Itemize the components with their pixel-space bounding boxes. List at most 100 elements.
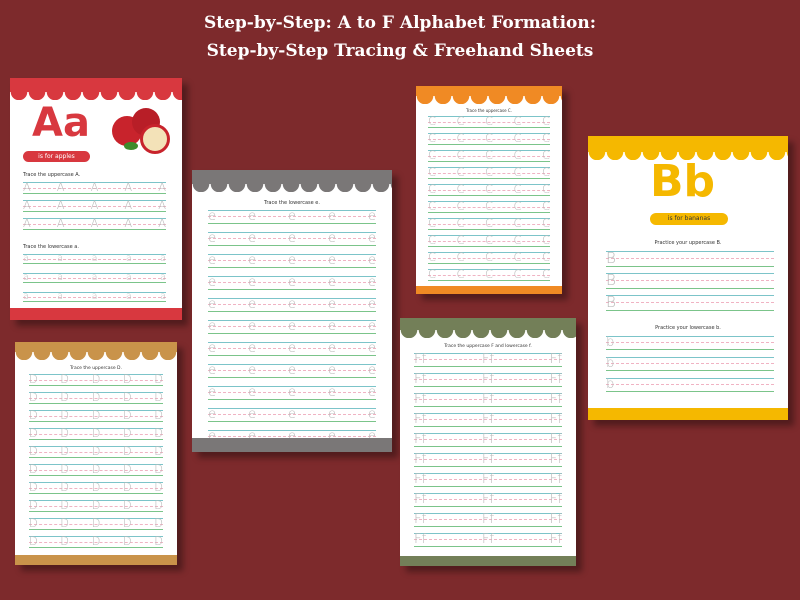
- trace-letter: D: [122, 425, 132, 440]
- trace-letter: C: [456, 164, 465, 179]
- trace-letter: C: [542, 266, 550, 281]
- trace-letter: C: [428, 164, 436, 179]
- trace-letter: C: [428, 147, 436, 162]
- trace-letter: a: [91, 252, 98, 264]
- trace-letter: C: [513, 232, 522, 247]
- trace-letter: D: [29, 425, 38, 440]
- sheet-footer: [15, 555, 177, 565]
- trace-letter: a: [125, 271, 132, 283]
- trace-letter: Ff: [481, 451, 495, 467]
- trace-letter: D: [91, 425, 101, 440]
- sheet-footer: [588, 408, 788, 420]
- trace-letter: C: [428, 266, 436, 281]
- tracing-row: Ff Ff Ff: [414, 491, 562, 507]
- trace-letter: D: [29, 515, 38, 530]
- trace-letter: e: [208, 362, 217, 378]
- trace-letter: e: [327, 428, 337, 444]
- title-line-1: Step-by-Step: A to F Alphabet Formation:: [203, 13, 597, 33]
- trace-letter: C: [456, 215, 465, 230]
- trace-letter: D: [154, 497, 163, 512]
- tracing-rows: Ff Ff Ff Ff Ff Ff Ff Ff Ff Ff Ff Ff Ff Ff Ff Ff Ff Ff Ff Ff…: [414, 351, 562, 553]
- trace-letter: e: [367, 318, 376, 334]
- trace-letter: e: [247, 208, 257, 224]
- trace-letter: C: [456, 147, 465, 162]
- trace-letter: Ff: [481, 491, 495, 507]
- sheet-header: [588, 136, 788, 160]
- trace-letter: C: [428, 181, 436, 196]
- tracing-row: B: [606, 294, 774, 311]
- trace-letter: Ff: [481, 391, 495, 407]
- tracing-row: b: [606, 335, 774, 350]
- trace-letter: D: [29, 479, 38, 494]
- trace-letter: D: [154, 533, 163, 548]
- trace-letter: D: [91, 515, 101, 530]
- trace-letter: Ff: [481, 511, 495, 527]
- trace-letter: C: [542, 113, 550, 128]
- trace-letter: D: [122, 389, 132, 404]
- trace-letter: e: [327, 318, 337, 334]
- trace-letter: A: [124, 215, 133, 230]
- trace-letter: D: [60, 443, 70, 458]
- trace-letter: e: [208, 296, 217, 312]
- trace-letter: e: [247, 340, 257, 356]
- trace-letter: D: [29, 389, 38, 404]
- trace-letter: C: [513, 249, 522, 264]
- trace-letter: e: [247, 384, 257, 400]
- label-lower: Practice your lowercase b.: [655, 325, 721, 331]
- trace-letter: C: [485, 130, 493, 145]
- trace-letter: D: [60, 461, 70, 476]
- trace-letter: D: [154, 479, 163, 494]
- trace-letter: D: [29, 407, 38, 422]
- trace-letter: C: [456, 130, 465, 145]
- pill-label: is for apples: [23, 151, 90, 162]
- tracing-row: b: [606, 377, 774, 392]
- trace-letter: C: [485, 215, 493, 230]
- trace-letter: e: [327, 384, 337, 400]
- trace-letter: a: [125, 290, 132, 302]
- trace-letter: D: [29, 443, 38, 458]
- tracing-row: Ff Ff Ff: [414, 472, 562, 487]
- trace-letter: C: [485, 232, 493, 247]
- trace-letter: e: [367, 296, 376, 312]
- sheet-header: [400, 318, 576, 338]
- trace-letter: B: [606, 248, 616, 267]
- sheet-footer: [416, 286, 562, 294]
- trace-letter: C: [428, 215, 436, 230]
- trace-letter: C: [456, 198, 465, 213]
- sheet-label: Trace the uppercase C.: [466, 108, 512, 113]
- tracing-row: b: [606, 356, 774, 371]
- trace-letter: C: [456, 181, 465, 196]
- trace-letter: D: [60, 497, 70, 512]
- label-lower: Trace the lowercase a.: [23, 244, 79, 250]
- trace-letter: D: [60, 479, 70, 494]
- trace-letter: A: [158, 179, 166, 194]
- sheet-label: Trace the uppercase F and lowercase f.: [444, 344, 532, 349]
- trace-letter: C: [542, 181, 550, 196]
- trace-letter: A: [158, 215, 166, 230]
- trace-letter: D: [60, 371, 70, 386]
- trace-letter: C: [542, 147, 550, 162]
- tracing-row: B: [606, 272, 774, 289]
- trace-letter: C: [513, 130, 522, 145]
- trace-letter: C: [542, 198, 550, 213]
- big-letters: Aa: [32, 100, 90, 146]
- trace-letter: e: [287, 318, 297, 334]
- trace-letter: D: [154, 389, 163, 404]
- trace-letter: Ff: [414, 351, 427, 367]
- trace-letter: a: [160, 252, 166, 264]
- trace-letter: e: [327, 274, 337, 290]
